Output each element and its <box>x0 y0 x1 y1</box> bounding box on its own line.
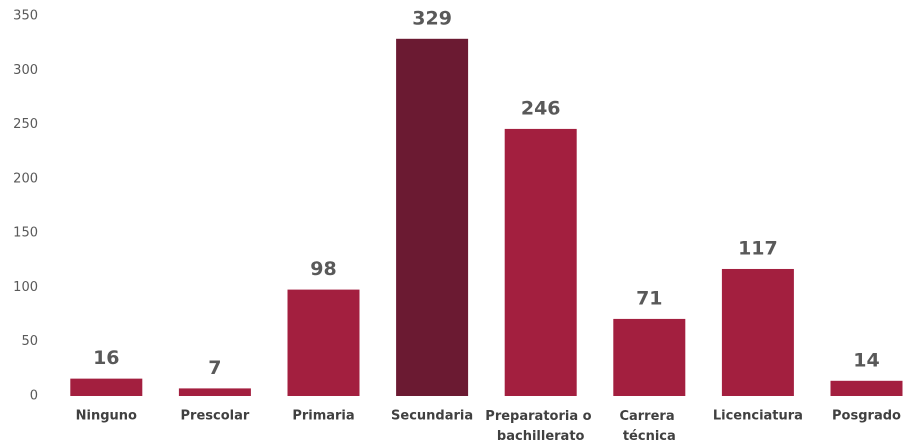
y-tick-label: 50 <box>21 334 38 349</box>
y-tick-label: 100 <box>13 280 38 295</box>
y-tick-label: 0 <box>30 389 38 404</box>
x-tick-label: Carrera técnica <box>619 409 679 444</box>
value-label: 14 <box>853 349 879 371</box>
value-label: 117 <box>738 237 778 259</box>
y-tick-label: 300 <box>13 63 38 78</box>
value-label: 246 <box>521 97 561 119</box>
bar <box>70 378 143 396</box>
value-label: 329 <box>412 7 452 29</box>
x-tick-label: Ninguno <box>76 409 137 424</box>
value-label: 71 <box>636 287 662 309</box>
x-tick-label: Posgrado <box>832 409 901 424</box>
bar <box>504 128 577 396</box>
x-tick-label: Primaria <box>292 409 354 424</box>
bar <box>287 289 360 396</box>
value-label: 7 <box>208 357 221 379</box>
bar <box>396 38 469 397</box>
bar <box>830 380 903 396</box>
bar <box>613 318 686 396</box>
y-tick-label: 250 <box>13 117 38 132</box>
x-tick-label: Preparatoria o bachillerato <box>485 409 596 444</box>
y-tick-label: 150 <box>13 226 38 241</box>
bar <box>178 388 251 396</box>
y-tick-label: 200 <box>13 171 38 186</box>
bar <box>721 268 794 396</box>
value-label: 16 <box>93 347 119 369</box>
x-tick-label: Secundaria <box>391 409 473 424</box>
x-tick-label: Licenciatura <box>713 409 803 424</box>
x-tick-label: Prescolar <box>181 409 250 424</box>
y-tick-label: 350 <box>13 9 38 24</box>
value-label: 98 <box>310 258 336 280</box>
